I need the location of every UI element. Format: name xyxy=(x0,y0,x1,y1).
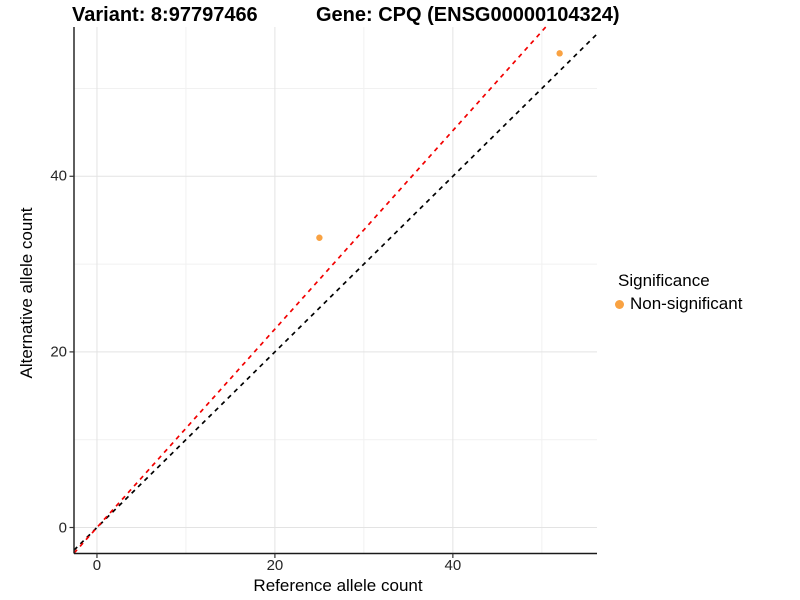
data-point xyxy=(556,50,563,57)
x-axis-tick-label: 20 xyxy=(266,557,284,574)
legend-item-label: Non-significant xyxy=(630,294,743,313)
y-axis-tick-label: 20 xyxy=(50,343,67,361)
identity-line xyxy=(73,33,598,551)
y-axis-tick-label: 40 xyxy=(50,167,67,185)
legend-title: Significance xyxy=(618,271,710,290)
data-point xyxy=(316,234,323,241)
x-axis-tick-label: 40 xyxy=(444,557,462,574)
legend-item: Non-significant xyxy=(615,294,742,314)
legend: Significance Non-significant xyxy=(615,271,742,314)
y-axis-tick-label: 0 xyxy=(58,519,67,536)
x-axis-title: Reference allele count xyxy=(253,576,423,595)
gene-title: Gene: CPQ (ENSG00000104324) xyxy=(316,4,620,26)
y-axis-title: Alternative allele count xyxy=(17,207,36,379)
legend-point-icon xyxy=(615,299,624,309)
variant-title: Variant: 8:97797466 xyxy=(72,4,258,26)
x-axis-tick-label: 0 xyxy=(92,557,102,574)
expected-ratio-line xyxy=(73,26,547,554)
